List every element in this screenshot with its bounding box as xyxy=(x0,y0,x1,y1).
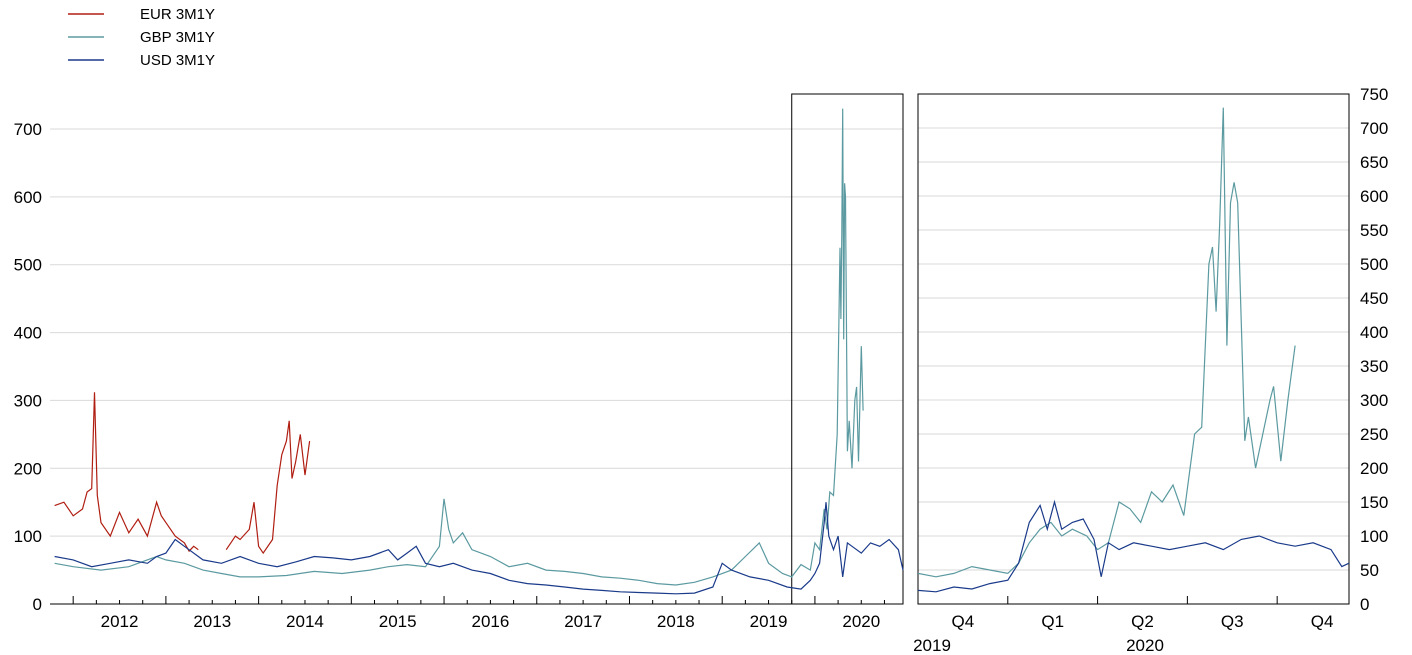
right-y-tick-label: 750 xyxy=(1360,85,1388,104)
left-y-tick-label: 200 xyxy=(14,459,42,478)
left-x-tick-label: 2014 xyxy=(286,612,324,631)
series-line-gbp-3m1y xyxy=(54,108,864,586)
left-x-tick-label: 2017 xyxy=(564,612,602,631)
series-line-eur-3m1y xyxy=(225,420,311,555)
legend: EUR 3M1Y GBP 3M1Y USD 3M1Y xyxy=(68,6,215,69)
left-x-tick-label: 2015 xyxy=(379,612,417,631)
right-x-tick-label: Q2 xyxy=(1131,612,1154,631)
series-line-gbp-3m1y xyxy=(917,107,1296,578)
left-y-tick-label: 400 xyxy=(14,324,42,343)
left-x-tick-label: 2013 xyxy=(193,612,231,631)
right-x-tick-label: Q4 xyxy=(1311,612,1334,631)
left-x-tick-label: 2020 xyxy=(842,612,880,631)
right-y-tick-label: 300 xyxy=(1360,391,1388,410)
right-y-tick-label: 200 xyxy=(1360,459,1388,478)
right-x-year-label: 2019 xyxy=(913,636,951,655)
right-x-tick-label: Q1 xyxy=(1041,612,1064,631)
right-y-tick-label: 550 xyxy=(1360,221,1388,240)
legend-label: EUR 3M1Y xyxy=(140,6,215,23)
left-y-tick-label: 0 xyxy=(33,595,42,614)
left-y-tick-label: 300 xyxy=(14,391,42,410)
right-y-tick-label: 150 xyxy=(1360,493,1388,512)
right-y-tick-label: 350 xyxy=(1360,357,1388,376)
left-x-tick-label: 2012 xyxy=(101,612,139,631)
left-x-tick-label: 2016 xyxy=(471,612,509,631)
right-y-tick-label: 100 xyxy=(1360,527,1388,546)
right-y-tick-label: 500 xyxy=(1360,255,1388,274)
right-y-tick-label: 650 xyxy=(1360,153,1388,172)
right-panel: 0 50 100 150 200 250 300 350 400 450 500 550 600 650 7… xyxy=(913,85,1388,655)
right-y-tick-label: 400 xyxy=(1360,323,1388,342)
series-line-usd-3m1y xyxy=(917,499,1350,593)
left-y-tick-label: 600 xyxy=(14,188,42,207)
series-line-eur-3m1y xyxy=(54,392,199,553)
series-line-usd-3m1y xyxy=(54,502,904,595)
left-y-tick-label: 700 xyxy=(14,120,42,139)
right-y-tick-label: 600 xyxy=(1360,187,1388,206)
right-y-tick-label: 250 xyxy=(1360,425,1388,444)
left-y-tick-label: 100 xyxy=(14,527,42,546)
left-x-tick-label: 2019 xyxy=(750,612,788,631)
left-panel: 0 100 200 300 400 500 600 700 2012 2013 2014 2015 20… xyxy=(14,93,904,631)
left-x-tick-label: 2018 xyxy=(657,612,695,631)
legend-label: USD 3M1Y xyxy=(140,52,215,69)
highlight-box xyxy=(791,93,904,605)
right-x-year-label: 2020 xyxy=(1126,636,1164,655)
right-y-tick-label: 700 xyxy=(1360,119,1388,138)
right-y-tick-label: 450 xyxy=(1360,289,1388,308)
right-panel-frame xyxy=(917,93,1350,605)
right-y-tick-label: 50 xyxy=(1360,561,1379,580)
left-y-tick-label: 500 xyxy=(14,256,42,275)
legend-label: GBP 3M1Y xyxy=(140,29,215,46)
right-x-tick-label: Q4 xyxy=(952,612,975,631)
right-x-tick-label: Q3 xyxy=(1221,612,1244,631)
right-y-tick-label: 0 xyxy=(1360,595,1369,614)
